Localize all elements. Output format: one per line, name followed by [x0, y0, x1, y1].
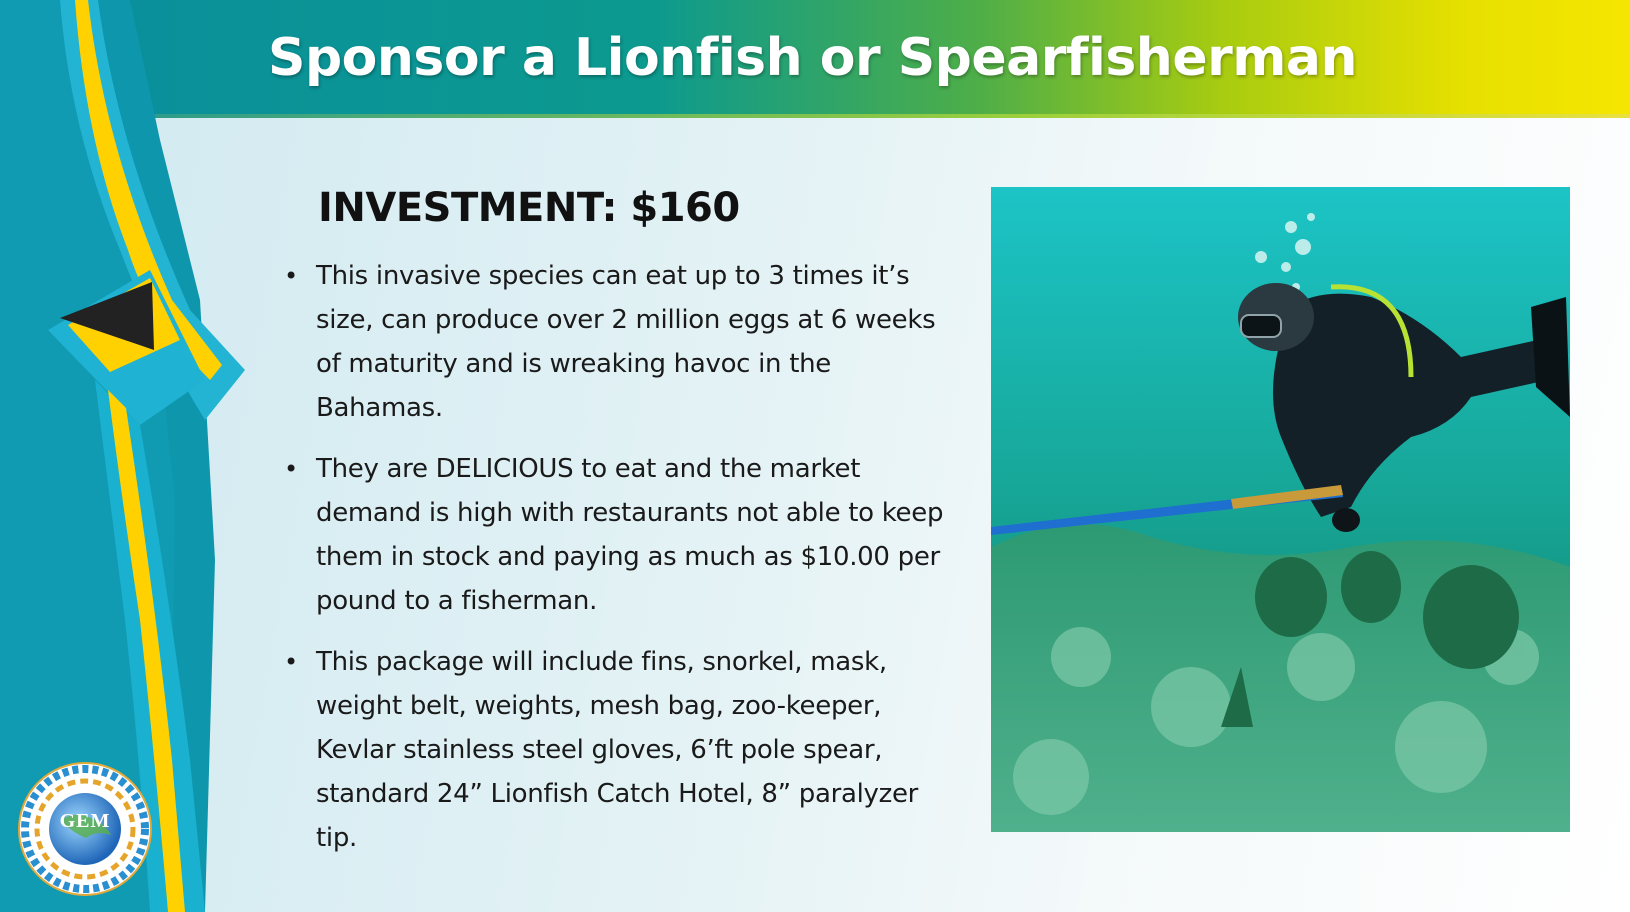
bahamas-flag-ribbon-icon	[0, 0, 245, 912]
investment-heading: INVESTMENT: $160	[318, 185, 740, 231]
bullet-dot: •	[284, 262, 298, 290]
bullet-text: This invasive species can eat up to 3 ti…	[316, 261, 936, 423]
bullet-list: • This invasive species can eat up to 3 …	[284, 254, 964, 877]
slide-title: Sponsor a Lionfish or Spearfisherman	[268, 28, 1358, 88]
bullet-dot: •	[284, 648, 298, 676]
bullet-item: • This invasive species can eat up to 3 …	[284, 254, 964, 430]
bullet-text: They are DELICIOUS to eat and the market…	[316, 454, 944, 616]
logo-text: GEM	[59, 810, 111, 832]
bullet-item: • This package will include fins, snorke…	[284, 640, 964, 860]
scuba-diver-photo	[991, 187, 1570, 832]
bullet-text: This package will include fins, snorkel,…	[316, 647, 919, 853]
bullet-dot: •	[284, 455, 298, 483]
title-banner	[0, 0, 1630, 116]
title-underline	[120, 114, 1630, 118]
gem-logo-icon	[18, 762, 152, 896]
bullet-item: • They are DELICIOUS to eat and the mark…	[284, 447, 964, 623]
